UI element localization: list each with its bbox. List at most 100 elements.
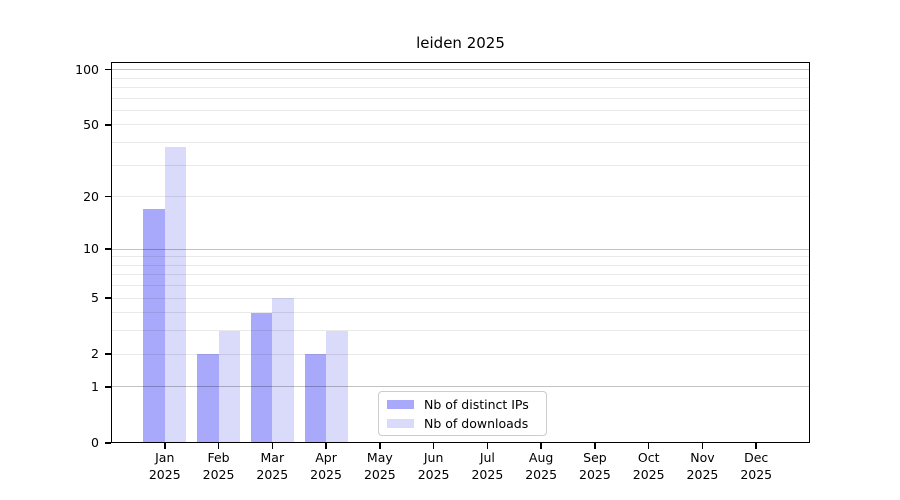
y-axis-tick (105, 442, 111, 444)
bar-downloads-apr (326, 330, 348, 443)
x-axis-tick-label: Dec 2025 (728, 449, 784, 483)
month-label: Jun (423, 450, 444, 465)
y-axis-tick (105, 195, 111, 198)
legend-row: Nb of distinct IPs (387, 397, 538, 412)
minor-gridline (111, 86, 810, 88)
month-label: Oct (637, 450, 660, 465)
x-axis-tick-label: Jun 2025 (406, 449, 462, 483)
bar-distinct-ips-jan (143, 209, 165, 443)
minor-gridline (111, 297, 810, 299)
year-label: 2025 (148, 467, 181, 482)
legend: Nb of distinct IPs Nb of downloads (378, 391, 547, 436)
y-axis-tick (105, 353, 111, 355)
x-axis-tick-label: Feb 2025 (191, 449, 247, 483)
minor-gridline (111, 330, 810, 332)
legend-row: Nb of downloads (387, 416, 538, 431)
x-axis-tick (486, 443, 489, 449)
legend-label: Nb of distinct IPs (424, 396, 529, 412)
legend-swatch (387, 399, 414, 409)
x-axis-tick-label: Oct 2025 (621, 449, 677, 483)
y-axis-tick (105, 386, 111, 388)
x-axis-tick (271, 443, 274, 449)
chart-title: leiden 2025 (416, 34, 505, 52)
minor-gridline (111, 256, 810, 258)
year-label: 2025 (525, 467, 558, 482)
x-axis-tick-label: Sep 2025 (567, 449, 623, 483)
month-label: Dec (744, 450, 769, 465)
minor-gridline (111, 353, 810, 355)
month-label: May (366, 450, 393, 465)
year-label: 2025 (256, 467, 289, 482)
x-axis-tick-label: Apr 2025 (298, 449, 354, 483)
y-axis-tick-label: 2 (91, 346, 99, 362)
legend-label: Nb of downloads (424, 415, 529, 431)
month-label: Sep (583, 450, 607, 465)
month-label: Aug (528, 450, 554, 465)
y-axis-tick-label: 1 (91, 378, 99, 394)
bar-distinct-ips-apr (304, 354, 327, 443)
x-axis-tick (540, 443, 542, 449)
minor-gridline (111, 264, 810, 266)
x-axis-tick-label: Jan 2025 (137, 449, 193, 483)
y-axis-tick (105, 124, 111, 126)
x-axis-tick-label: Mar 2025 (244, 449, 300, 483)
y-axis-tick-label: 50 (83, 116, 99, 132)
month-label: Mar (260, 450, 285, 465)
minor-gridline (111, 77, 810, 79)
minor-gridline (111, 142, 810, 144)
x-axis-tick-label: Jul 2025 (459, 449, 515, 483)
year-label: 2025 (686, 467, 719, 482)
x-axis-tick (647, 443, 650, 449)
y-axis-tick-label: 10 (83, 241, 99, 256)
major-gridline (111, 69, 810, 71)
minor-gridline (111, 164, 810, 166)
legend-swatch (387, 418, 414, 428)
year-label: 2025 (363, 467, 396, 482)
minor-gridline (111, 312, 810, 314)
bar-downloads-feb (218, 330, 241, 443)
year-label: 2025 (740, 467, 773, 482)
minor-gridline (111, 274, 810, 276)
x-axis-tick (755, 443, 757, 449)
major-gridline (111, 386, 810, 388)
x-axis-tick (379, 443, 381, 449)
bar-downloads-mar (272, 298, 294, 443)
x-axis-tick (325, 443, 327, 449)
bar-distinct-ips-feb (197, 354, 219, 443)
minor-gridline (111, 285, 810, 287)
month-label: Jan (155, 450, 175, 465)
x-axis-tick (594, 443, 596, 449)
year-label: 2025 (310, 467, 342, 482)
y-axis-tick-label: 100 (75, 61, 99, 77)
x-axis-tick (432, 443, 435, 449)
year-label: 2025 (202, 467, 235, 482)
x-axis-tick (217, 443, 220, 449)
month-label: Apr (315, 450, 337, 465)
x-axis-tick-label: May 2025 (352, 449, 408, 483)
y-axis-tick (105, 68, 111, 71)
y-axis-tick-label: 5 (91, 290, 99, 306)
major-gridline (111, 248, 810, 250)
y-axis-tick (105, 248, 111, 250)
y-axis-tick (105, 297, 111, 299)
month-label: Feb (207, 450, 230, 465)
year-label: 2025 (632, 467, 665, 482)
y-axis-tick-label: 20 (83, 188, 99, 204)
x-axis-tick-label: Nov 2025 (674, 449, 730, 483)
minor-gridline (111, 124, 810, 126)
x-axis-tick (701, 443, 704, 449)
month-label: Jul (479, 450, 495, 465)
x-axis-tick-label: Aug 2025 (513, 449, 569, 483)
x-axis-tick (164, 443, 166, 449)
bar-distinct-ips-mar (250, 312, 273, 443)
minor-gridline (111, 109, 810, 111)
minor-gridline (111, 196, 810, 198)
bar-downloads-jan (164, 146, 187, 443)
month-label: Nov (690, 450, 715, 465)
y-axis-tick-label: 0 (91, 435, 99, 450)
year-label: 2025 (471, 467, 504, 482)
year-label: 2025 (417, 467, 450, 482)
year-label: 2025 (579, 467, 611, 482)
minor-gridline (111, 97, 810, 99)
